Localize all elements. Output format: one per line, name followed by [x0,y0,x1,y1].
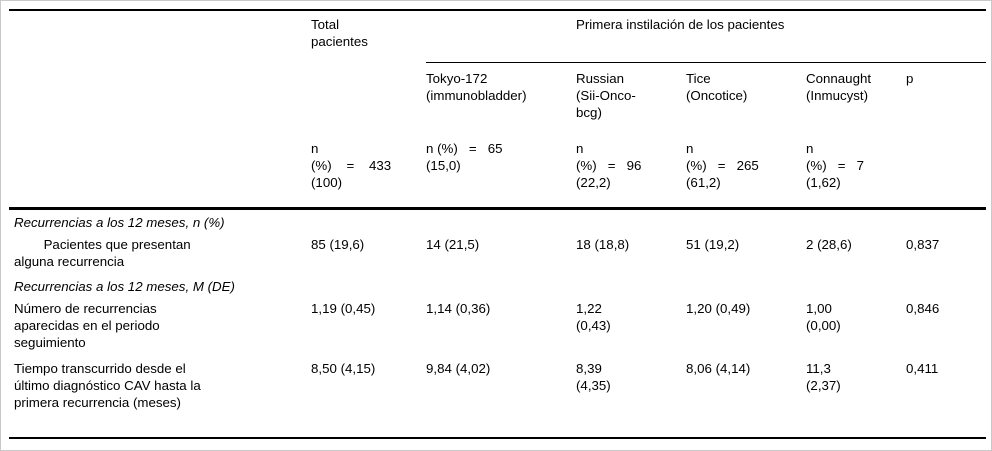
table-row-number-of-recurrences: Número de recurrencias aparecidas en el … [9,295,986,355]
row-label: Tiempo transcurrido desde el último diag… [14,360,201,410]
empty-cell [9,138,311,210]
value-cell-total: 1,19 (0,45) [311,300,376,316]
section-label: Recurrencias a los 12 meses, M (DE) [14,278,235,294]
total-patients-header: Total pacientes [311,17,368,49]
row-label: Número de recurrencias aparecidas en el … [14,300,160,350]
value-cell-total: 8,50 (4,15) [311,360,376,376]
header-row-group: Total pacientes Primera instilación de l… [9,10,987,63]
group-header: Primera instilación de los pacientes [426,10,987,63]
section-row-recurrences-n: Recurrencias a los 12 meses, n (%) [9,208,986,231]
value-cell-russian: 18 (18,8) [576,236,630,252]
value-cell-tokyo: 9,84 (4,02) [426,360,491,376]
n-cell-total: n (%) = 433 (100) [311,138,426,210]
value-cell-russian: 1,22 (0,43) [576,300,611,333]
value-cell-p: 0,411 [906,360,939,376]
section-label: Recurrencias a los 12 meses, n (%) [14,214,225,230]
value-cell-tice: 1,20 (0,49) [686,300,751,316]
value-cell-connaught: 2 (28,6) [806,236,852,252]
strain-header-tice: Tice (Oncotice) [686,70,748,103]
n-cell-tice: n (%) = 265 (61,2) [686,138,806,210]
value-cell-total: 85 (19,6) [311,236,365,252]
row-label: Pacientes que presentan alguna recurrenc… [14,236,191,269]
value-cell-connaught: 11,3 (2,37) [806,360,841,393]
table-row-any-recurrence: Pacientes que presentan alguna recurrenc… [9,231,986,274]
table-row-time-to-first-recurrence: Tiempo transcurrido desde el último diag… [9,355,986,438]
results-table: Total pacientes Primera instilación de l… [9,9,987,439]
strain-header-connaught: Connaught (Inmucyst) [806,70,872,103]
value-cell-p: 0,837 [906,236,940,252]
value-cell-connaught: 1,00 (0,00) [806,300,841,333]
value-cell-p: 0,846 [906,300,940,316]
n-cell-russian: n (%) = 96 (22,2) [576,138,686,210]
value-cell-russian: 8,39 (4,35) [576,360,611,393]
strain-header-tokyo: Tokyo-172 (immunobladder) [426,70,527,103]
n-cell-connaught: n (%) = 7 (1,62) [806,138,906,210]
n-cell-tokyo: n (%) = 65 (15,0) [426,138,576,210]
empty-cell [9,62,311,138]
strain-header-russian: Russian (Sii-Onco- bcg) [576,70,636,120]
header-row-n: n (%) = 433 (100) n (%) = 65 (15,0) n (%… [9,138,987,210]
value-cell-tokyo: 1,14 (0,36) [426,300,491,316]
p-value-header: p [906,70,914,86]
empty-cell [906,138,987,210]
value-cell-tice: 8,06 (4,14) [686,360,751,376]
value-cell-tice: 51 (19,2) [686,236,740,252]
value-cell-tokyo: 14 (21,5) [426,236,480,252]
section-row-recurrences-mde: Recurrencias a los 12 meses, M (DE) [9,274,986,295]
corner-cell [9,10,311,62]
header-row-strains: Tokyo-172 (immunobladder) Russian (Sii-O… [9,62,986,138]
empty-cell [311,62,426,138]
